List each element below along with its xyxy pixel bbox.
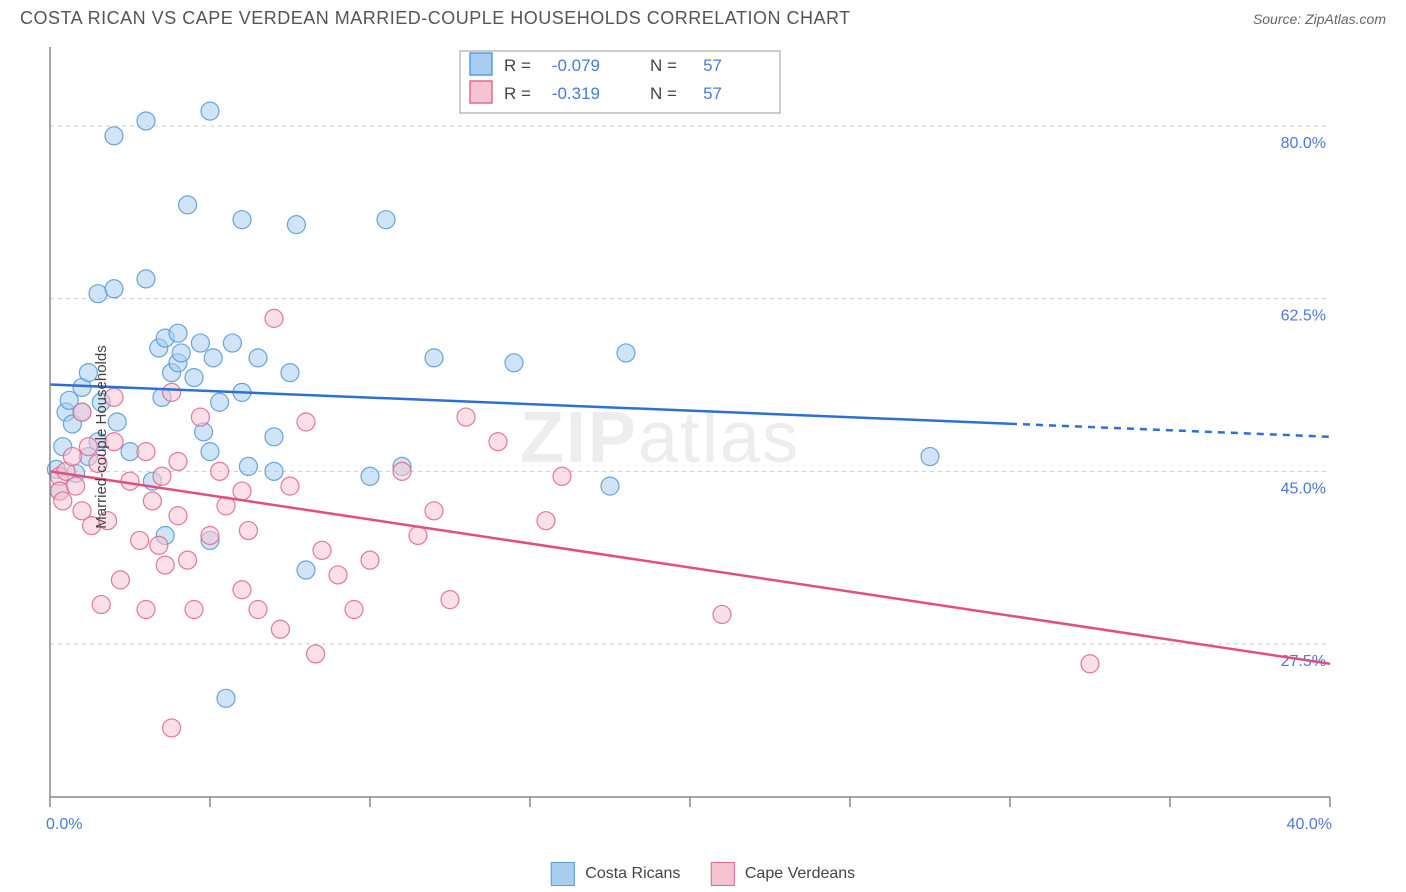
svg-text:40.0%: 40.0% xyxy=(1287,816,1332,833)
svg-text:62.5%: 62.5% xyxy=(1281,308,1326,325)
bottom-legend: Costa Ricans Cape Verdeans xyxy=(551,862,855,886)
svg-text:0.0%: 0.0% xyxy=(46,816,82,833)
legend-label-pink: Cape Verdeans xyxy=(745,865,855,882)
chart-container: Married-couple Households 27.5%45.0%62.5… xyxy=(20,37,1386,837)
svg-text:80.0%: 80.0% xyxy=(1281,135,1326,152)
chart-title: COSTA RICAN VS CAPE VERDEAN MARRIED-COUP… xyxy=(20,8,851,29)
scatter-chart: 27.5%45.0%62.5%80.0%ZIPatlas0.0%40.0%R =… xyxy=(20,37,1350,837)
legend-swatch-blue xyxy=(551,862,575,886)
svg-text:57: 57 xyxy=(703,84,722,103)
legend-swatch-pink xyxy=(710,862,734,886)
svg-text:N =: N = xyxy=(650,84,677,103)
svg-text:-0.079: -0.079 xyxy=(552,56,600,75)
svg-text:R =: R = xyxy=(504,56,531,75)
svg-text:N =: N = xyxy=(650,56,677,75)
svg-text:R =: R = xyxy=(504,84,531,103)
svg-text:-0.319: -0.319 xyxy=(552,84,600,103)
legend-item-costa-ricans: Costa Ricans xyxy=(551,862,681,886)
source-label: Source: ZipAtlas.com xyxy=(1253,11,1386,27)
svg-text:57: 57 xyxy=(703,56,722,75)
legend-label-blue: Costa Ricans xyxy=(585,865,680,882)
header: COSTA RICAN VS CAPE VERDEAN MARRIED-COUP… xyxy=(0,0,1406,33)
y-axis-label: Married-couple Households xyxy=(93,345,110,528)
svg-text:45.0%: 45.0% xyxy=(1281,480,1326,497)
legend-item-cape-verdeans: Cape Verdeans xyxy=(710,862,855,886)
